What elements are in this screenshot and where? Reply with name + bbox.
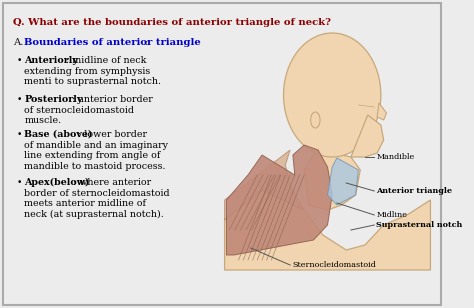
Text: : midline of neck: : midline of neck xyxy=(66,56,147,65)
Text: Base (above): Base (above) xyxy=(24,130,93,139)
Text: Midline: Midline xyxy=(376,211,407,219)
Polygon shape xyxy=(227,145,332,255)
Text: border of sternocleidomastoid: border of sternocleidomastoid xyxy=(24,188,170,197)
Text: :: : xyxy=(145,38,148,47)
Text: meets anterior midline of: meets anterior midline of xyxy=(24,199,146,208)
Text: Anterior triangle: Anterior triangle xyxy=(376,187,452,195)
Text: Apex(below): Apex(below) xyxy=(24,178,90,187)
Text: Suprasternal notch: Suprasternal notch xyxy=(376,221,463,229)
Text: Mandible: Mandible xyxy=(376,153,414,161)
Polygon shape xyxy=(304,150,360,210)
Ellipse shape xyxy=(283,33,381,157)
Polygon shape xyxy=(351,115,383,157)
Text: Boundaries of anterior triangle: Boundaries of anterior triangle xyxy=(24,38,201,47)
Text: of mandible and an imaginary: of mandible and an imaginary xyxy=(24,140,168,149)
Text: : anterior border: : anterior border xyxy=(72,95,153,104)
Text: muscle.: muscle. xyxy=(24,116,62,125)
Text: •: • xyxy=(17,178,22,187)
Text: A.: A. xyxy=(13,38,27,47)
Polygon shape xyxy=(225,190,430,270)
FancyBboxPatch shape xyxy=(3,3,441,305)
Text: : where anterior: : where anterior xyxy=(73,178,151,187)
Text: of sternocleidomastoid: of sternocleidomastoid xyxy=(24,106,134,115)
FancyBboxPatch shape xyxy=(220,25,430,295)
Text: Anteriorly: Anteriorly xyxy=(24,56,78,65)
Ellipse shape xyxy=(310,112,320,128)
Text: neck (at suprasternal notch).: neck (at suprasternal notch). xyxy=(24,209,164,219)
Text: Sternocleidomastoid: Sternocleidomastoid xyxy=(292,261,376,269)
Text: extending from symphysis: extending from symphysis xyxy=(24,67,151,75)
Text: •: • xyxy=(17,130,22,139)
Text: menti to suprasternal notch.: menti to suprasternal notch. xyxy=(24,77,161,86)
Polygon shape xyxy=(377,103,386,120)
Text: line extending from angle of: line extending from angle of xyxy=(24,151,161,160)
Text: •: • xyxy=(17,95,22,104)
Text: Posteriorly: Posteriorly xyxy=(24,95,82,104)
Text: Q. What are the boundaries of anterior triangle of neck?: Q. What are the boundaries of anterior t… xyxy=(13,18,331,27)
Text: mandible to mastoid process.: mandible to mastoid process. xyxy=(24,161,166,171)
Text: •: • xyxy=(17,56,22,65)
Text: : lower border: : lower border xyxy=(78,130,146,139)
Polygon shape xyxy=(225,150,304,220)
Polygon shape xyxy=(328,158,358,205)
